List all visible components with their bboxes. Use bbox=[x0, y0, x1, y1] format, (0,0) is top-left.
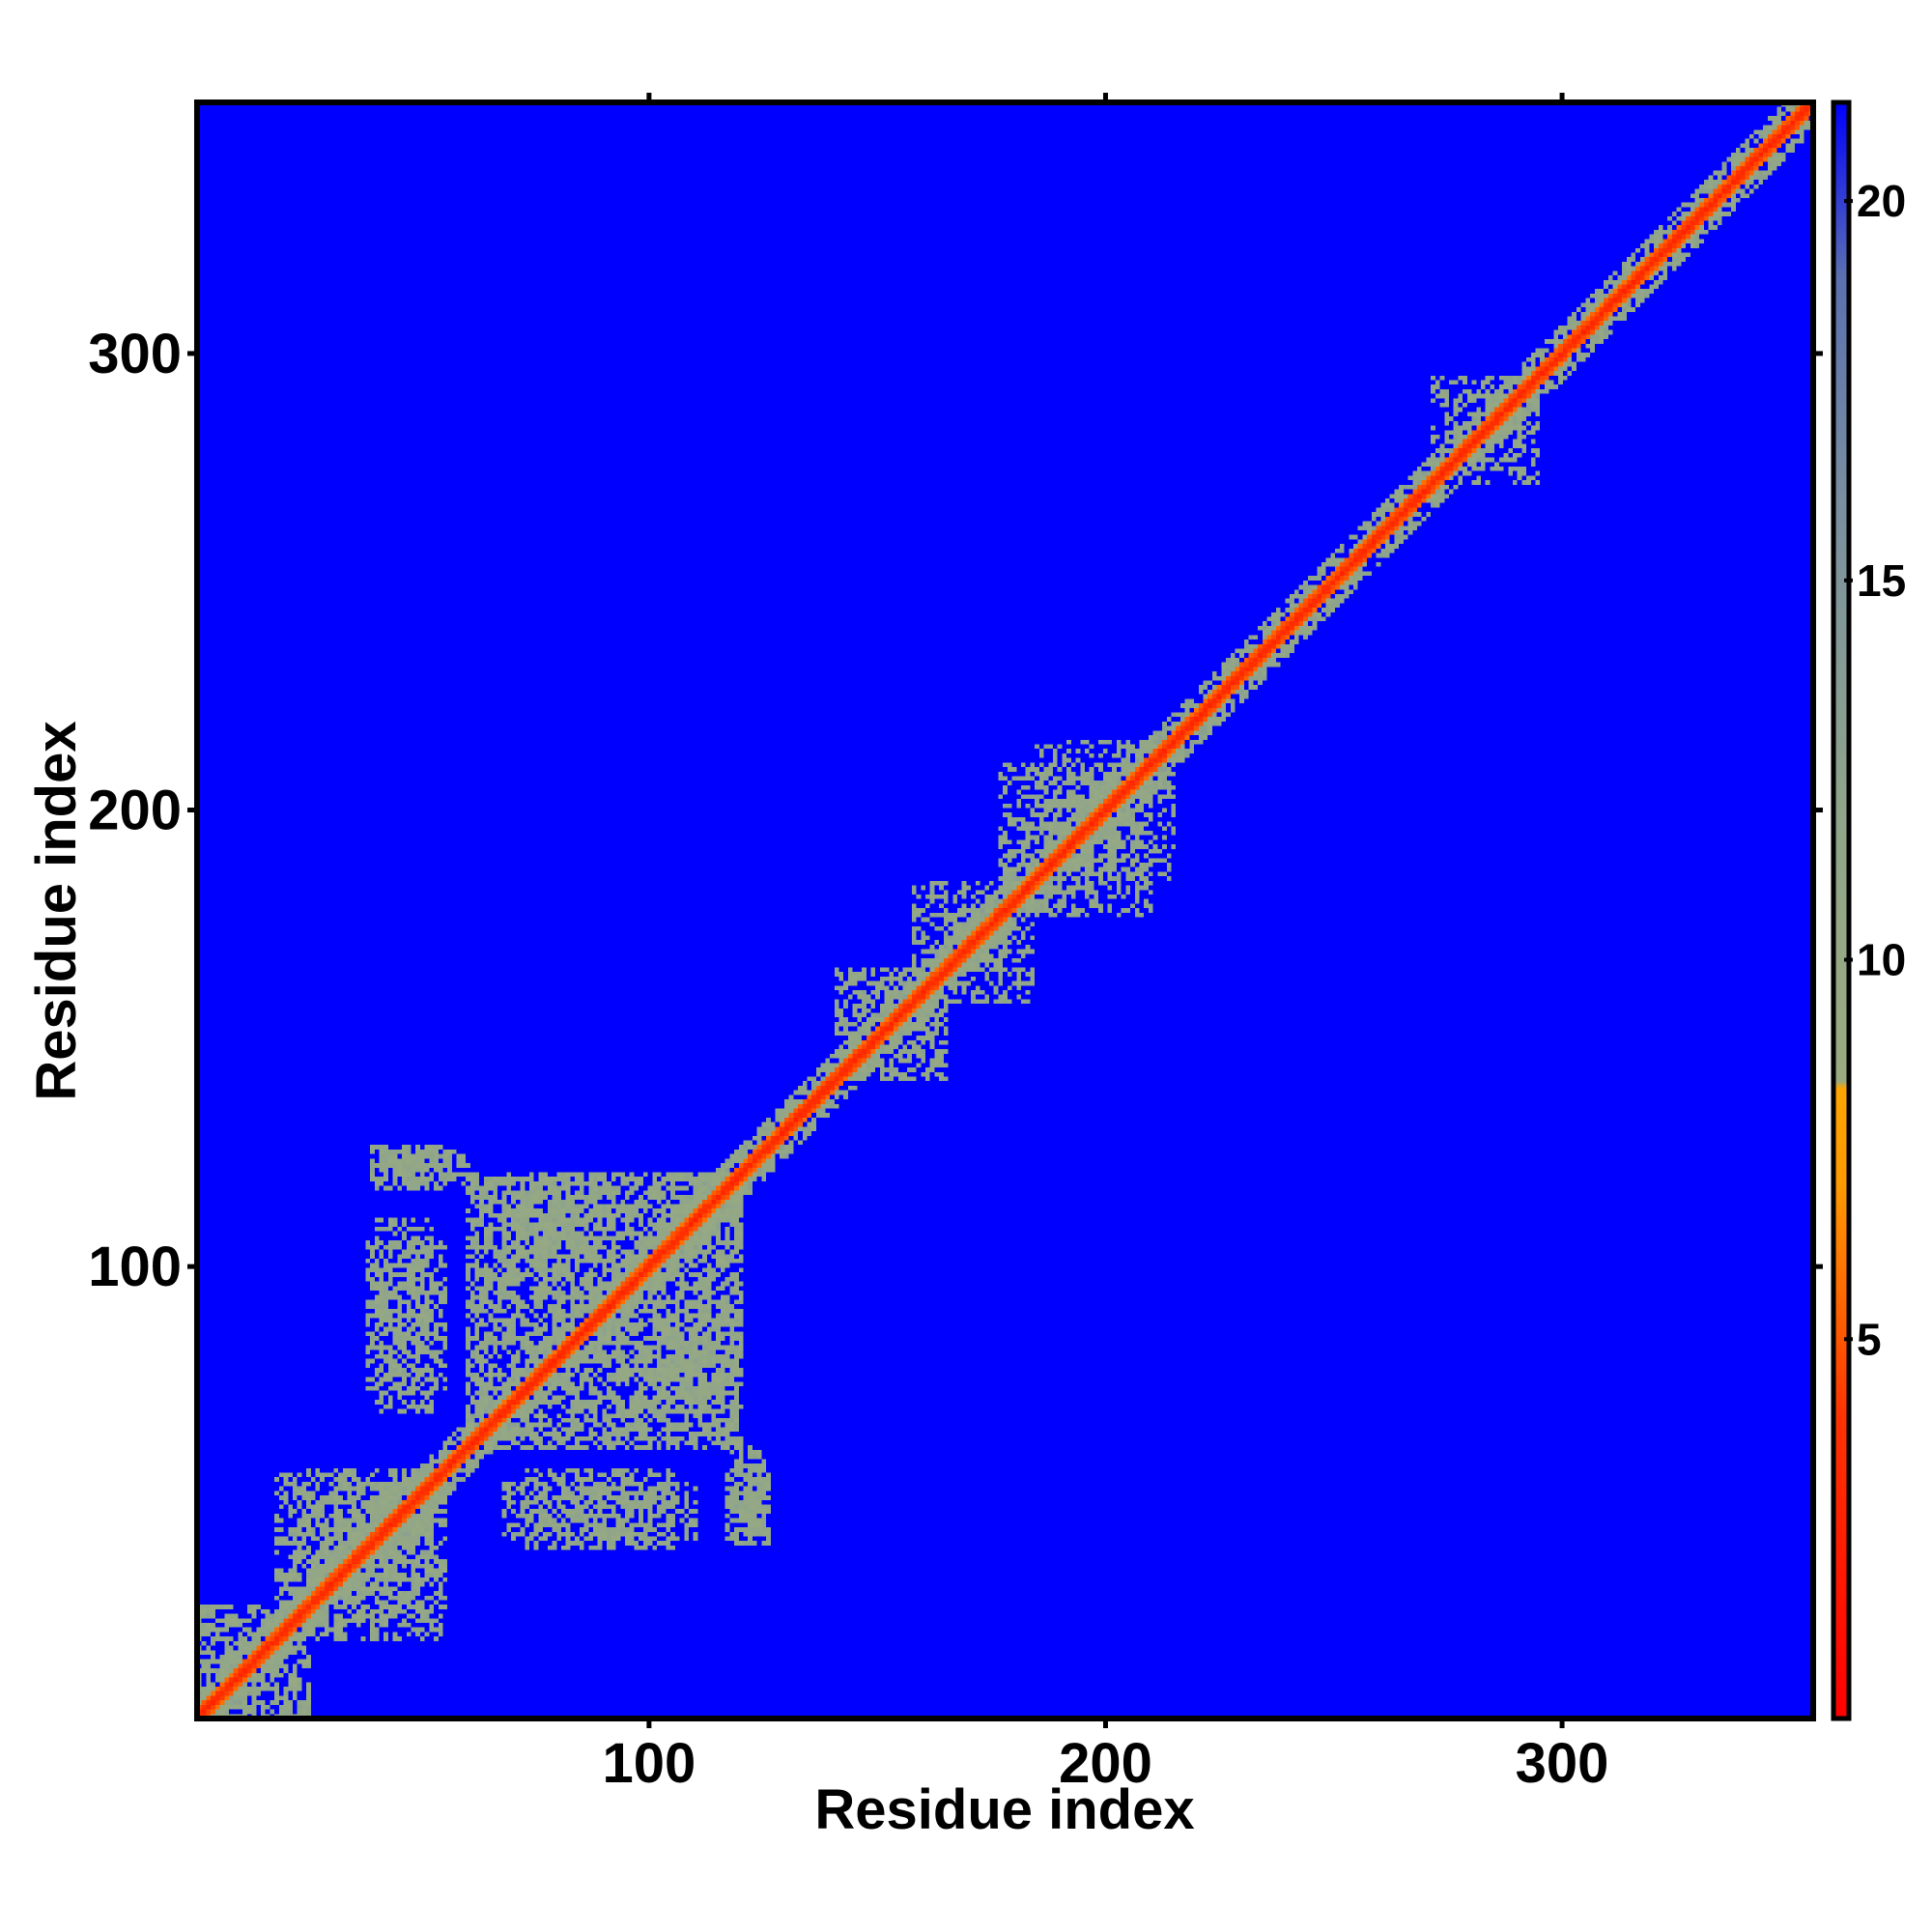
x-tick-label: 200 bbox=[1059, 1732, 1152, 1795]
y-axis-title: Residue index bbox=[25, 721, 88, 1100]
y-tick-label: 200 bbox=[88, 780, 182, 842]
x-tick-label: 100 bbox=[602, 1732, 696, 1795]
heatmap-cells bbox=[197, 102, 1813, 1719]
plot-frame bbox=[194, 99, 1816, 1721]
colorbar-tick-label: 5 bbox=[1857, 1314, 1882, 1364]
y-tick-label: 100 bbox=[88, 1236, 182, 1298]
colorbar-tick-label: 20 bbox=[1857, 176, 1906, 226]
colorbar-tick-label: 15 bbox=[1857, 555, 1906, 606]
colorbar-ticks: 5 10 15 20 bbox=[1844, 176, 1906, 1364]
colorbar bbox=[1831, 99, 1852, 1721]
y-axis-ticks: 100 200 300 bbox=[88, 323, 1823, 1298]
x-tick-label: 300 bbox=[1516, 1732, 1609, 1795]
x-axis-title: Residue index bbox=[814, 1778, 1194, 1841]
x-axis-ticks: 100 200 300 bbox=[602, 93, 1608, 1795]
colorbar-tick-label: 10 bbox=[1857, 935, 1906, 985]
y-tick-label: 300 bbox=[88, 323, 182, 385]
